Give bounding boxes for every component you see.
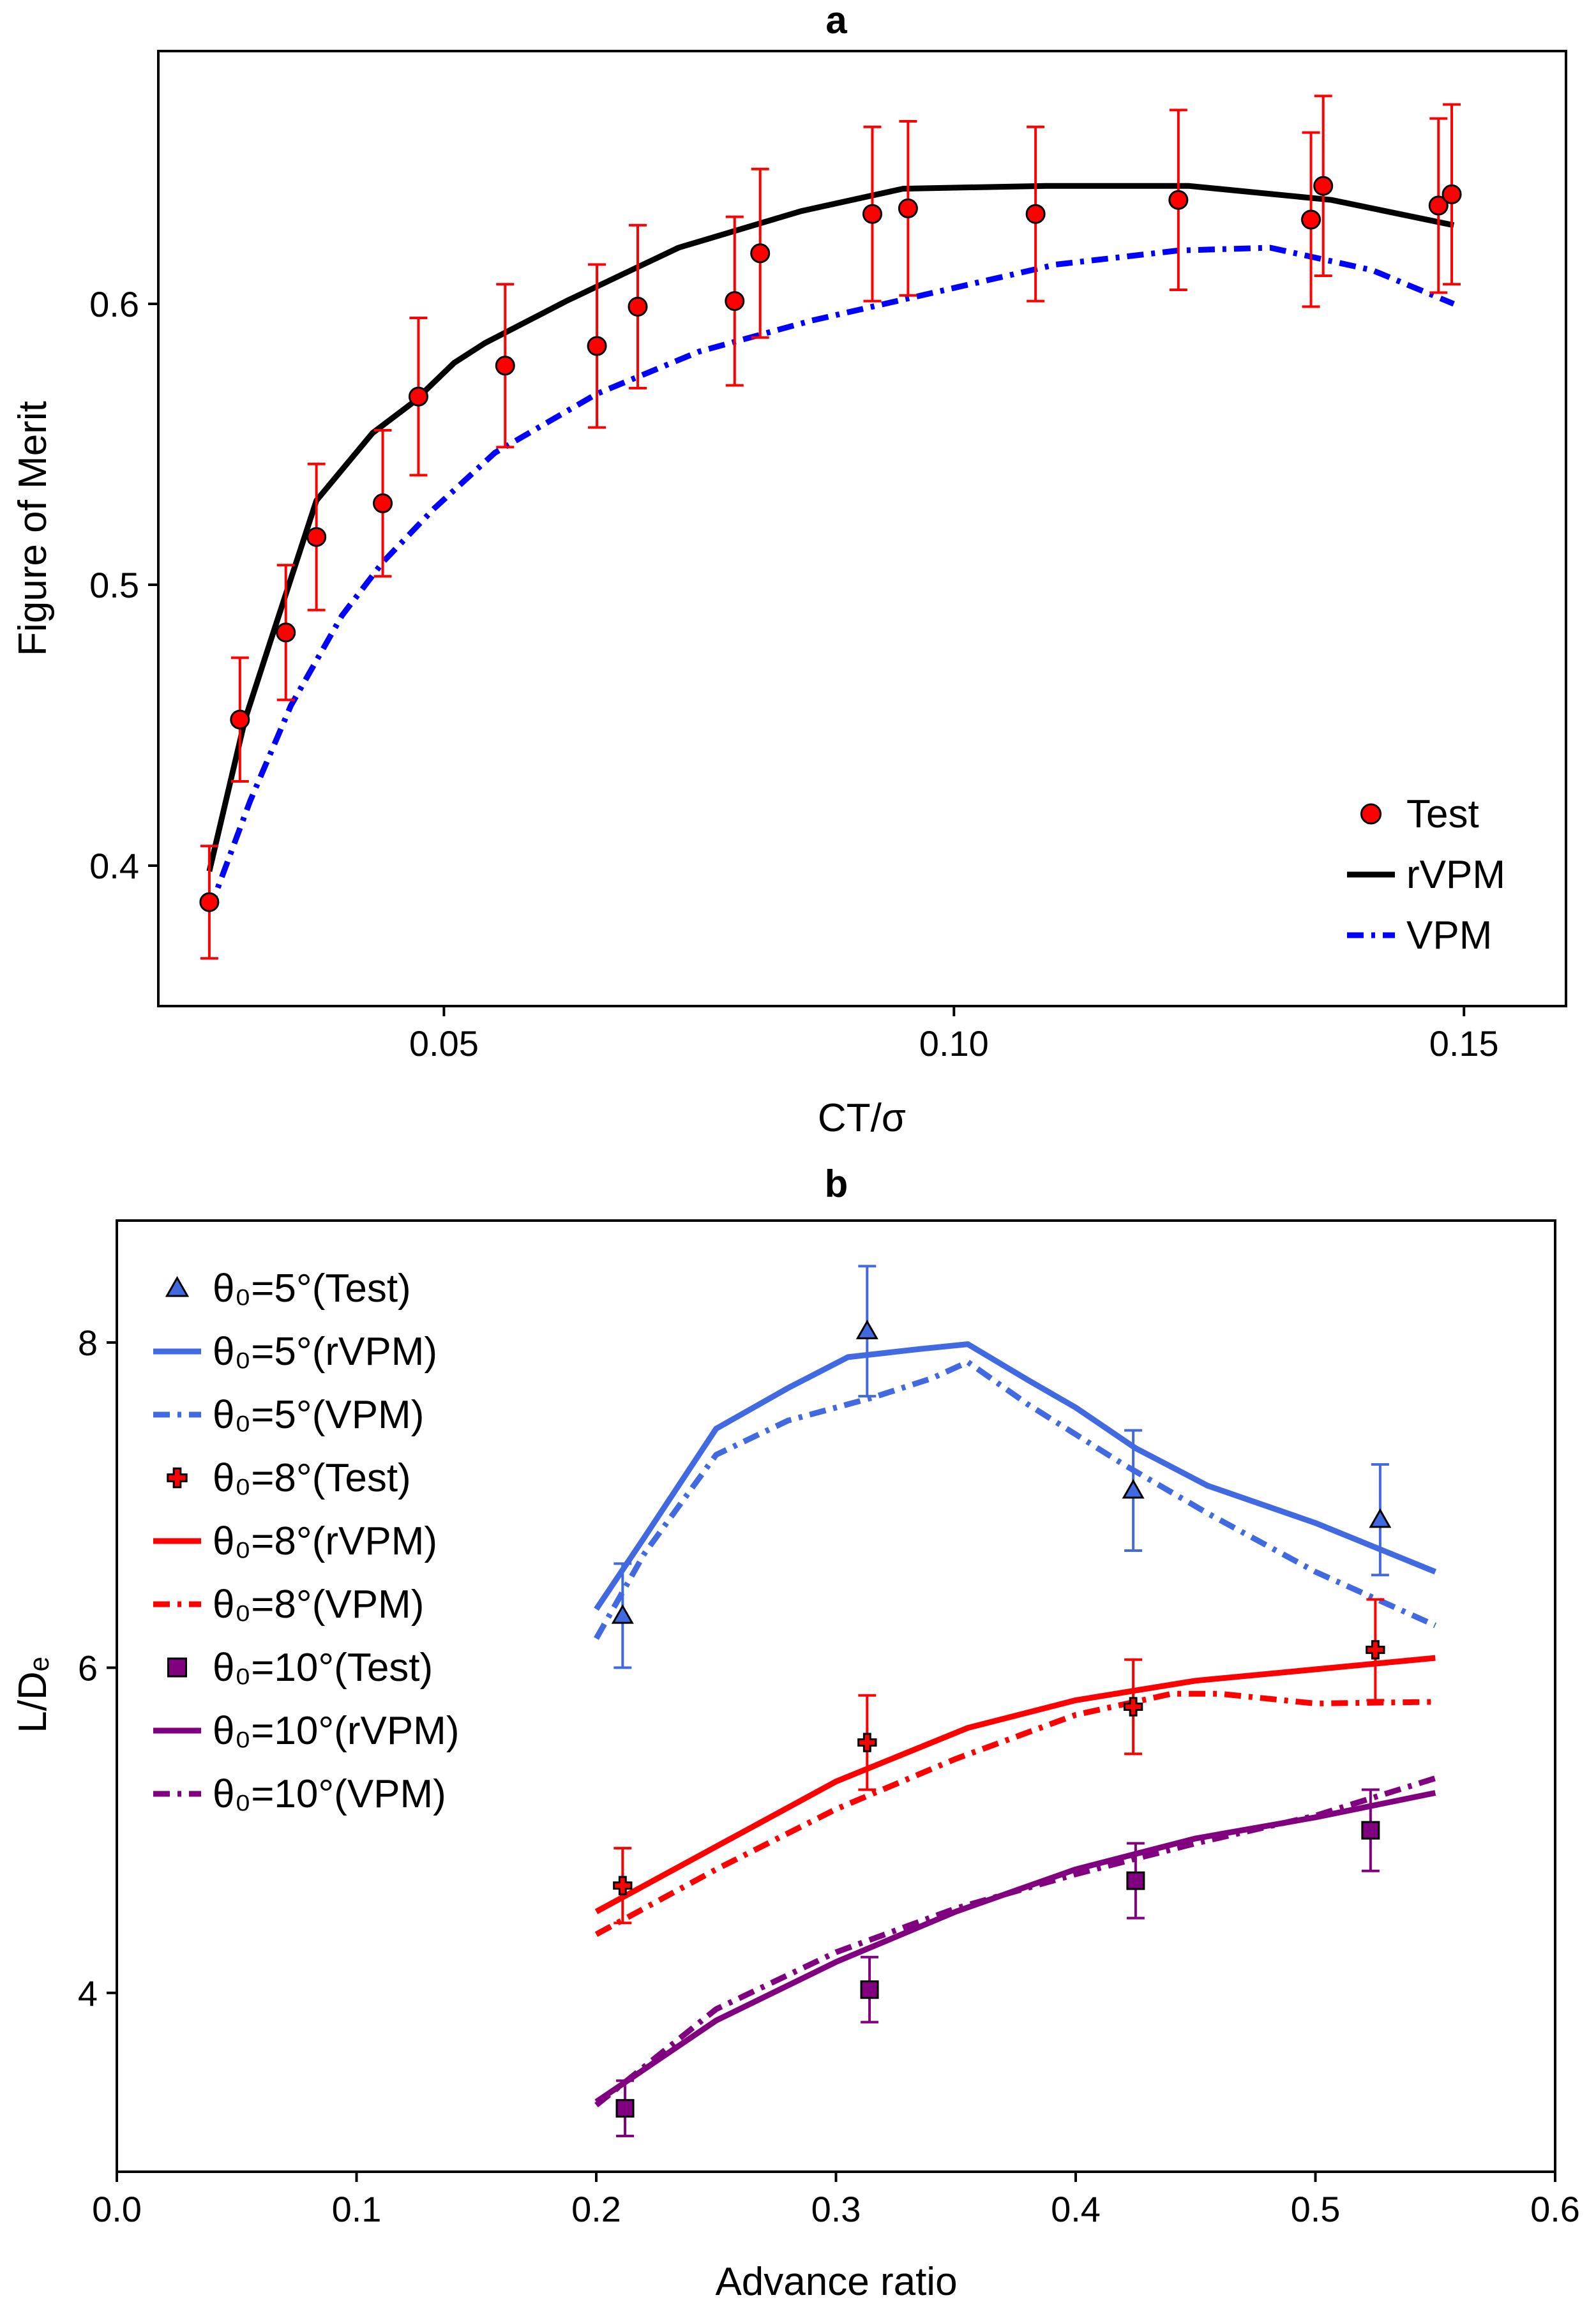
b-point-3-1 xyxy=(857,1733,877,1752)
b-point-3-3 xyxy=(1366,1640,1385,1660)
a-series-line-2 xyxy=(206,244,1455,912)
a-point-0-17 xyxy=(1428,195,1449,216)
b-point-3-0 xyxy=(613,1876,633,1895)
b-point-6-1 xyxy=(860,1980,879,1999)
b-xtick-label-2: 0.2 xyxy=(571,2189,621,2229)
b-xtick-label-5: 0.5 xyxy=(1291,2189,1341,2229)
a-point-0-14 xyxy=(1168,190,1189,210)
panel-a-ticks: 0.05 0.10 0.15 0.4 0.5 0.6 xyxy=(89,284,1499,1064)
panel-b: b 0.0 0.1 0.2 0.3 0.4 0.5 0.6 4 6 8 Advance ratio… xyxy=(11,1162,1580,2304)
b-legend-label-1: θ₀=5°(rVPM) xyxy=(213,1330,437,1374)
a-point-0-12 xyxy=(898,198,918,218)
b-ytick-label-1: 6 xyxy=(78,1648,98,1688)
b-series-line-4 xyxy=(594,1655,1436,1914)
b-xtick-label-6: 0.6 xyxy=(1530,2189,1580,2229)
a-series-line-1 xyxy=(206,183,1455,872)
b-legend-label-7: θ₀=10°(rVPM) xyxy=(213,1709,459,1753)
b-legend-label-3: θ₀=8°(Test) xyxy=(213,1456,411,1500)
b-legend-label-6: θ₀=10°(Test) xyxy=(213,1646,433,1690)
b-point-0-1 xyxy=(855,1320,878,1339)
b-legend-label-4: θ₀=8°(rVPM) xyxy=(213,1519,437,1563)
a-point-0-4 xyxy=(373,493,393,513)
panel-a-ylabel: Figure of Merit xyxy=(11,401,55,656)
b-point-0-0 xyxy=(611,1604,634,1624)
panel-a-title: a xyxy=(825,0,847,41)
a-point-0-11 xyxy=(862,204,882,224)
b-point-6-0 xyxy=(615,2099,635,2118)
panel-a-xlabel: CT/σ xyxy=(818,1096,906,1140)
panel-b-marks xyxy=(594,1265,1437,2137)
b-legend-marker-3 xyxy=(167,1467,188,1489)
a-point-0-3 xyxy=(306,527,327,547)
a-ytick-label-1: 0.5 xyxy=(89,565,139,605)
panel-a-marks xyxy=(199,94,1462,960)
a-point-0-1 xyxy=(230,709,250,730)
b-legend-label-5: θ₀=8°(VPM) xyxy=(213,1583,424,1627)
a-xtick-label-0: 0.05 xyxy=(409,1023,479,1064)
a-point-0-15 xyxy=(1301,209,1321,230)
b-xtick-label-0: 0.0 xyxy=(92,2189,142,2229)
b-point-0-3 xyxy=(1369,1508,1392,1528)
b-xtick-label-4: 0.4 xyxy=(1051,2189,1101,2229)
a-ytick-label-0: 0.4 xyxy=(89,846,139,886)
b-point-0-2 xyxy=(1122,1478,1145,1499)
a-legend-label-2: VPM xyxy=(1406,914,1492,958)
a-point-0-13 xyxy=(1025,204,1046,224)
b-ytick-label-2: 8 xyxy=(78,1323,98,1363)
a-legend-label-1: rVPM xyxy=(1406,853,1505,897)
a-point-0-8 xyxy=(628,296,648,317)
b-legend-label-0: θ₀=5°(Test) xyxy=(213,1267,411,1311)
a-xtick-label-1: 0.10 xyxy=(919,1023,989,1064)
b-series-line-1 xyxy=(594,1341,1436,1611)
a-xtick-label-2: 0.15 xyxy=(1429,1023,1499,1064)
a-ytick-label-2: 0.6 xyxy=(89,284,139,324)
b-legend-label-2: θ₀=5°(VPM) xyxy=(213,1393,424,1437)
a-legend-marker-0 xyxy=(1360,803,1381,825)
b-legend-label-8: θ₀=10°(VPM) xyxy=(213,1772,446,1816)
b-legend-marker-6 xyxy=(167,1657,187,1678)
panel-a-frame xyxy=(157,50,1567,1007)
panel-b-ticks: 0.0 0.1 0.2 0.3 0.4 0.5 0.6 4 6 8 xyxy=(78,1323,1580,2229)
a-point-0-6 xyxy=(495,356,515,376)
b-series-line-5 xyxy=(594,1690,1436,1937)
a-legend-label-0: Test xyxy=(1406,792,1479,836)
a-point-0-10 xyxy=(750,243,771,264)
panel-b-title: b xyxy=(825,1162,848,1205)
panel-b-ylabel: L/Dₑ xyxy=(11,1657,55,1733)
panel-a: a 0.05 0.10 0.15 0.4 0.5 0.6 CT/σ Figure of M… xyxy=(11,0,1567,1140)
a-point-0-7 xyxy=(587,336,607,356)
b-ytick-label-0: 4 xyxy=(78,1973,98,2013)
a-point-0-9 xyxy=(725,291,745,312)
panel-b-xlabel: Advance ratio xyxy=(715,2260,957,2304)
a-point-0-16 xyxy=(1313,176,1334,196)
b-series-line-2 xyxy=(594,1359,1437,1640)
b-xtick-label-1: 0.1 xyxy=(332,2189,382,2229)
panel-b-legend: θ₀=5°(Test) θ₀=5°(rVPM) θ₀=5°(VPM) θ₀=8°(Te… xyxy=(153,1267,459,1816)
a-point-0-2 xyxy=(276,622,296,643)
b-legend-marker-0 xyxy=(165,1275,190,1297)
b-point-3-2 xyxy=(1123,1697,1143,1717)
b-xtick-label-3: 0.3 xyxy=(811,2189,861,2229)
a-point-0-18 xyxy=(1442,184,1462,204)
panel-a-legend: Test rVPM VPM xyxy=(1347,792,1505,958)
a-point-0-0 xyxy=(199,892,220,912)
b-point-6-2 xyxy=(1126,1871,1145,1890)
b-point-6-3 xyxy=(1361,1821,1380,1840)
b-series-line-8 xyxy=(594,1775,1436,2108)
a-point-0-5 xyxy=(408,386,428,407)
